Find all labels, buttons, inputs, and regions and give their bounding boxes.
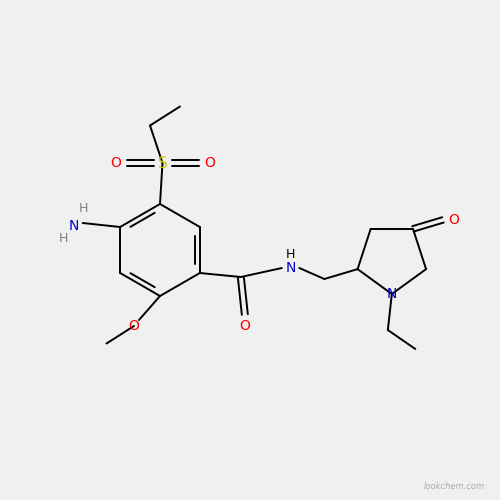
Text: H: H <box>79 202 88 215</box>
Text: O: O <box>204 156 215 170</box>
Text: H: H <box>286 248 296 260</box>
Text: S: S <box>158 156 168 170</box>
Text: N: N <box>286 261 296 275</box>
Text: N: N <box>386 287 397 301</box>
Text: O: O <box>240 318 250 332</box>
Text: O: O <box>128 319 140 333</box>
Text: O: O <box>448 213 460 227</box>
Text: N: N <box>68 218 79 232</box>
Text: H: H <box>59 232 69 245</box>
Text: O: O <box>110 156 121 170</box>
Text: lookchem.com: lookchem.com <box>424 482 485 491</box>
